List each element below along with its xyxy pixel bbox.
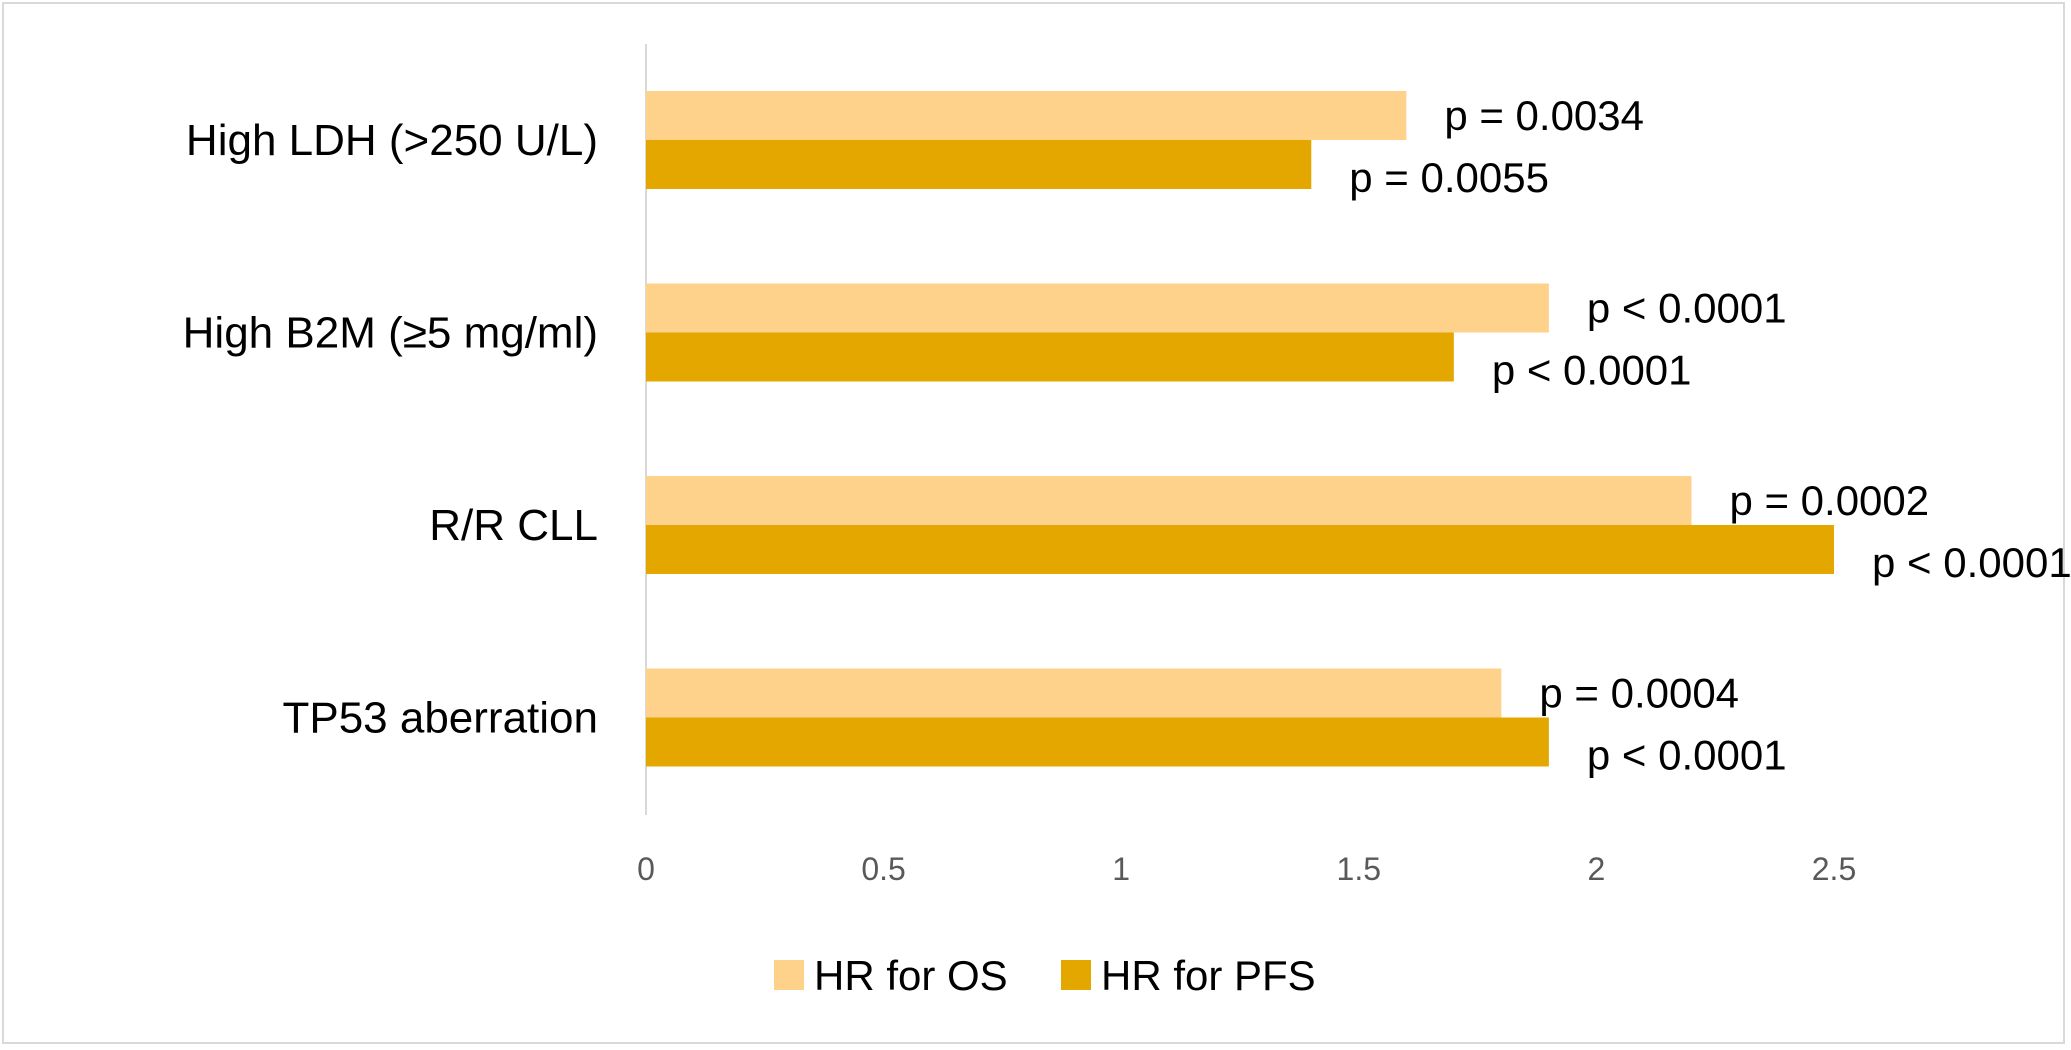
bar-hr-pfs (646, 717, 1549, 767)
bar-hr-os (646, 476, 1692, 525)
p-value-label: p = 0.0002 (1729, 477, 1929, 524)
x-tick-label: 2 (1588, 851, 1606, 887)
x-tick-label: 1.5 (1337, 851, 1381, 887)
category-label: TP53 aberration (282, 694, 598, 743)
bar-hr-pfs (646, 140, 1312, 189)
category-label: High LDH (>250 U/L) (186, 116, 598, 165)
x-tick-label: 0.5 (861, 851, 905, 887)
bar-hr-pfs (646, 332, 1454, 382)
p-value-label: p < 0.0001 (1492, 347, 1692, 394)
legend-swatch (774, 960, 804, 990)
x-tick-label: 2.5 (1812, 851, 1856, 887)
x-axis-ticks: 0 0.5 1 1.5 2 2.5 (637, 851, 1856, 887)
bar-hr-os (646, 283, 1549, 333)
legend-swatch (1061, 960, 1091, 990)
legend-entry: HR for PFS (1101, 952, 1316, 999)
category-label: High B2M (≥5 mg/ml) (183, 309, 598, 358)
bar-hr-os (646, 91, 1407, 140)
p-value-label: p < 0.0001 (1587, 285, 1787, 332)
bars-layer (646, 91, 1834, 767)
legend: HR for OS HR for PFS (774, 952, 1316, 999)
legend-entry: HR for OS (814, 952, 1008, 999)
bar-hr-pfs (646, 525, 1834, 574)
bar-hr-os (646, 668, 1502, 718)
category-label: R/R CLL (429, 501, 598, 550)
x-tick-label: 0 (637, 851, 655, 887)
x-tick-label: 1 (1112, 851, 1130, 887)
p-value-label: p = 0.0034 (1444, 92, 1644, 139)
p-value-label: p < 0.0001 (1872, 539, 2071, 586)
p-value-label: p = 0.0055 (1349, 154, 1549, 201)
category-labels: High LDH (>250 U/L) High B2M (≥5 mg/ml) R/… (183, 116, 598, 743)
p-value-labels: p = 0.0034 p = 0.0055 p < 0.0001 p < 0.0001… (1349, 92, 2071, 779)
p-value-label: p = 0.0004 (1539, 670, 1739, 717)
p-value-label: p < 0.0001 (1587, 732, 1787, 779)
